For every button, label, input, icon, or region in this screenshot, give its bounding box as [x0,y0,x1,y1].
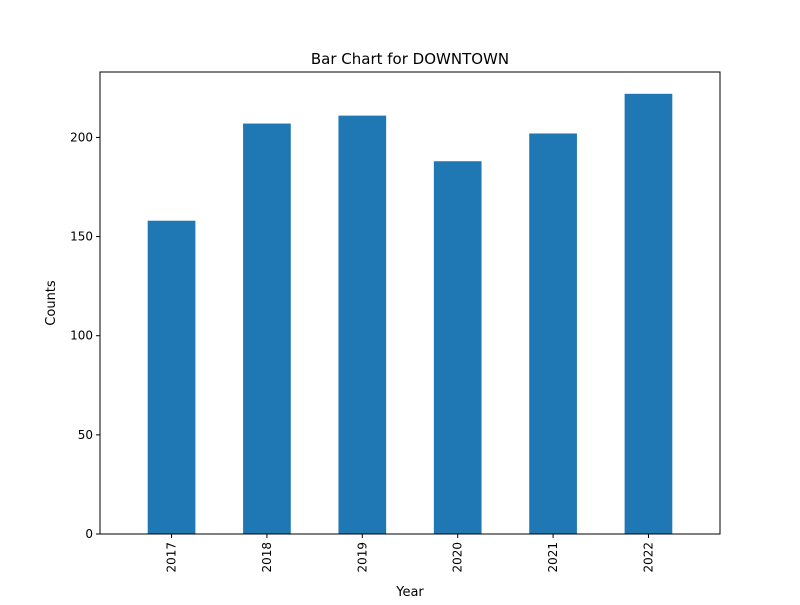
bar-2017 [147,220,196,534]
bar-2019 [338,115,387,534]
bars-layer [147,93,673,534]
chart-title: Bar Chart for DOWNTOWN [311,50,509,68]
x-tick-label-2018: 2018 [260,542,274,573]
bar-2021 [529,133,577,534]
bar-2022 [624,93,673,534]
y-tick-label-0: 0 [85,527,93,541]
y-tick-label-100: 100 [70,329,93,343]
bar-2020 [433,161,482,534]
x-axis-label: Year [395,585,424,600]
x-tick-label-2020: 2020 [451,542,465,573]
plot-frame [99,71,721,535]
x-axis: 2017 2018 2019 2020 2021 2022 [165,534,655,573]
x-tick-label-2019: 2019 [355,542,369,573]
y-tick-label-150: 150 [70,230,93,244]
x-tick-label-2017: 2017 [165,542,179,573]
y-axis-label: Counts [44,280,59,326]
bar-2018 [243,123,291,534]
y-axis: 0 50 100 150 200 [70,130,100,541]
y-tick-label-50: 50 [78,428,93,442]
x-tick-label-2021: 2021 [546,542,560,573]
x-tick-label-2022: 2022 [641,542,655,573]
y-tick-label-200: 200 [70,130,93,144]
